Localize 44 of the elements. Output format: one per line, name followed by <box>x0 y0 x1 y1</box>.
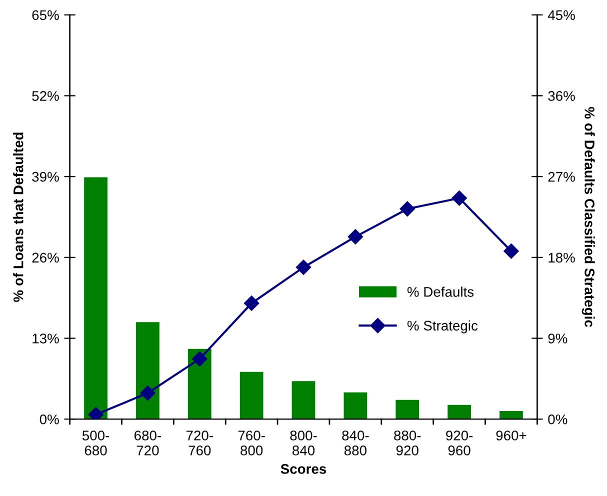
bar <box>292 381 316 420</box>
bar <box>396 400 420 420</box>
y2-tick-label: 45% <box>548 10 575 20</box>
x-tick-label: 500- 680 <box>82 430 110 456</box>
point <box>244 296 260 311</box>
y2-tick-label: 0% <box>548 414 568 424</box>
point <box>88 407 104 420</box>
x-tick-label: 720- 760 <box>186 430 213 456</box>
legend-label: % Strategic <box>407 320 478 334</box>
x-tick-label: 880- 920 <box>394 430 421 456</box>
point <box>452 190 467 206</box>
y-tick-label: 52% <box>32 91 59 101</box>
x-tick-label: 840- 880 <box>342 430 369 456</box>
bar <box>344 392 368 420</box>
y2-axis-title: % of Defaults Classified Strategic <box>582 106 595 327</box>
y-tick-label: 39% <box>32 172 59 182</box>
bar <box>500 411 523 420</box>
x-tick-label: 920- 960 <box>446 430 473 456</box>
x-tick-label: 680- 720 <box>134 430 161 456</box>
x-tick-label: 760- 800 <box>238 430 265 456</box>
x-axis-title: Scores <box>280 464 326 474</box>
y-tick-label: 0% <box>40 414 59 424</box>
point <box>296 260 312 275</box>
x-tick-label: 960+ <box>496 430 526 440</box>
bar <box>84 177 108 420</box>
bar <box>448 404 471 420</box>
y2-tick-label: 18% <box>548 252 575 263</box>
bar <box>240 372 264 420</box>
point <box>400 201 415 216</box>
y-axis-title: % of Loans that Defaulted <box>13 132 24 302</box>
bar <box>136 322 160 420</box>
y2-tick-label: 36% <box>548 91 575 101</box>
y-tick-label: 26% <box>32 252 59 263</box>
bar <box>188 348 212 420</box>
y-tick-label: 65% <box>32 10 59 20</box>
y2-tick-label: 9% <box>548 334 568 344</box>
point <box>348 229 363 244</box>
point <box>140 386 156 401</box>
point <box>504 244 519 259</box>
x-tick-label: 800- 840 <box>290 430 317 456</box>
point <box>192 351 208 367</box>
y-tick-label: 13% <box>32 334 59 344</box>
y2-tick-label: 27% <box>548 172 575 182</box>
legend-label: % Defaults <box>407 286 474 297</box>
